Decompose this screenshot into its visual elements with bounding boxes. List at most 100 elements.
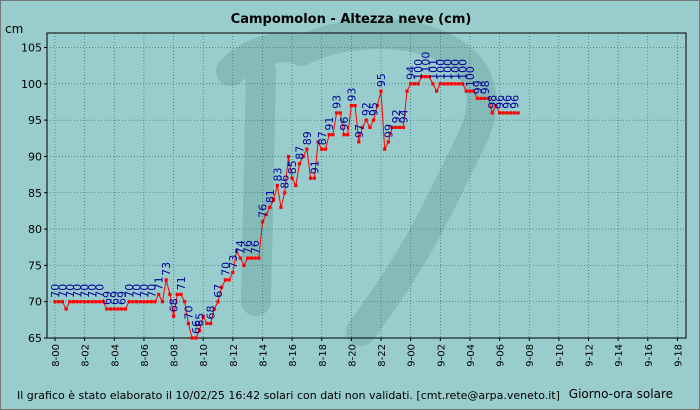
data-label: 93 xyxy=(345,88,358,102)
data-label: 100 xyxy=(434,59,447,80)
data-point xyxy=(209,321,213,326)
data-label: 92 xyxy=(390,109,403,123)
x-tick-label: 9-02 xyxy=(436,344,447,367)
x-tick-label: 8-06 xyxy=(140,344,151,367)
data-point xyxy=(475,96,479,100)
data-point xyxy=(383,147,387,151)
data-point xyxy=(249,256,253,260)
data-point xyxy=(227,278,231,282)
data-point xyxy=(309,176,313,180)
data-point xyxy=(390,125,394,129)
data-point xyxy=(509,111,513,115)
harp-watermark xyxy=(216,18,497,346)
data-label: 70 xyxy=(71,284,84,298)
data-point xyxy=(283,191,287,195)
data-point xyxy=(105,307,109,311)
data-point xyxy=(431,82,435,86)
data-point xyxy=(357,140,361,144)
data-point xyxy=(312,176,316,180)
x-tick-label: 8-20 xyxy=(347,344,358,367)
data-point xyxy=(194,336,198,340)
data-label: 91 xyxy=(308,160,321,174)
data-point xyxy=(294,183,298,188)
data-label: 69 xyxy=(101,291,114,305)
data-label: 100 xyxy=(420,52,433,73)
y-tick-label: 100 xyxy=(21,78,42,91)
data-point xyxy=(138,300,142,304)
data-point xyxy=(331,133,335,137)
data-point xyxy=(468,89,472,93)
data-point xyxy=(375,104,379,108)
data-label: 99 xyxy=(471,80,484,94)
data-point xyxy=(320,147,324,151)
data-point xyxy=(260,220,265,224)
data-point xyxy=(157,292,161,296)
data-label: 87 xyxy=(316,131,329,145)
data-point xyxy=(483,96,487,100)
plot-area xyxy=(46,32,687,339)
data-label: 69 xyxy=(116,291,129,305)
data-point xyxy=(305,147,309,151)
data-point xyxy=(301,154,305,159)
x-tick-label: 9-14 xyxy=(614,344,625,367)
data-point xyxy=(372,118,376,122)
data-point xyxy=(183,300,187,304)
data-point xyxy=(346,133,350,137)
x-tick-label: 9-04 xyxy=(466,344,477,367)
data-point xyxy=(290,176,294,180)
data-label: 94 xyxy=(397,109,410,123)
data-label: 70 xyxy=(93,284,106,298)
data-point xyxy=(353,104,357,108)
data-point xyxy=(449,82,453,86)
data-point xyxy=(460,82,465,86)
data-point xyxy=(264,212,268,217)
data-point xyxy=(112,307,116,311)
data-label: 70 xyxy=(138,284,151,298)
y-axis-label: cm xyxy=(5,22,23,36)
data-point xyxy=(94,300,98,304)
data-point xyxy=(457,82,461,86)
data-point xyxy=(327,133,331,137)
data-point xyxy=(505,111,509,115)
x-tick-label: 8-02 xyxy=(81,344,92,367)
x-tick-label: 8-00 xyxy=(51,344,62,367)
data-label: 70 xyxy=(219,262,232,276)
data-label: 96 xyxy=(526,1,540,4)
data-point xyxy=(142,300,146,304)
data-point xyxy=(197,329,202,333)
data-point xyxy=(64,307,68,311)
data-point xyxy=(272,198,276,202)
data-point xyxy=(83,300,87,304)
data-point xyxy=(412,82,416,86)
data-point xyxy=(257,256,261,260)
y-tick-label: 95 xyxy=(28,114,42,127)
data-point xyxy=(57,300,61,304)
data-point xyxy=(423,75,428,79)
data-point xyxy=(116,307,120,311)
data-point xyxy=(386,140,390,144)
data-point xyxy=(190,336,194,340)
data-label: 70 xyxy=(56,284,69,298)
data-point xyxy=(216,300,220,304)
data-label: 89 xyxy=(301,131,314,145)
x-tick-label: 9-00 xyxy=(407,344,418,367)
data-point xyxy=(223,278,227,282)
data-point xyxy=(97,300,102,304)
data-point xyxy=(146,300,150,304)
data-label: 87 xyxy=(294,146,307,160)
data-label: 73 xyxy=(227,255,240,269)
x-tick-label: 8-04 xyxy=(110,344,121,367)
data-point xyxy=(127,300,131,304)
data-point xyxy=(68,300,72,304)
y-tick-label: 90 xyxy=(28,150,42,163)
data-label: 96 xyxy=(494,95,507,109)
data-label: 76 xyxy=(256,204,269,218)
data-point xyxy=(446,82,450,86)
data-point xyxy=(498,111,502,115)
data-point xyxy=(286,154,290,159)
data-point xyxy=(186,321,190,326)
data-point xyxy=(60,300,64,304)
data-label: 96 xyxy=(501,95,514,109)
data-label: 70 xyxy=(182,305,195,319)
